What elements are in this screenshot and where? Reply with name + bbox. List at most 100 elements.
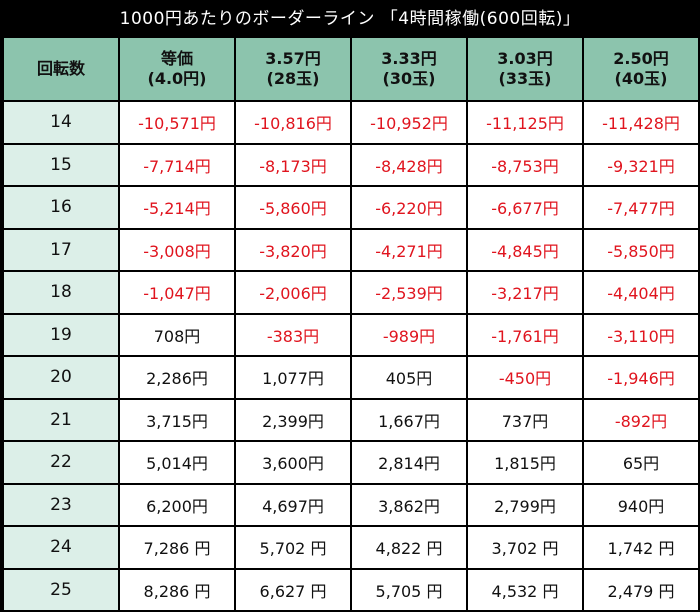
value-cell-rate-4-0: 5,014円: [120, 442, 234, 483]
value-cell-rate-2-50: 65円: [584, 442, 698, 483]
header-rate-4-0: 等価 (4.0円): [120, 38, 234, 100]
value-cell-rate-3-03: 3,702 円: [468, 527, 582, 568]
value-cell-rate-4-0: -1,047円: [120, 272, 234, 313]
value-cell-rate-4-0: -10,571円: [120, 102, 234, 143]
header-rate-3-33: 3.33円 (30玉): [352, 38, 466, 100]
value-cell-rate-4-0: 6,200円: [120, 484, 234, 525]
value-cell-rate-3-03: 2,799円: [468, 484, 582, 525]
value-cell-rate-3-03: 737円: [468, 399, 582, 440]
value-cell-rate-3-57: 2,399円: [236, 399, 350, 440]
header-label: 3.57円: [265, 49, 321, 68]
value-cell-rate-3-57: -5,860円: [236, 187, 350, 228]
value-cell-rate-3-33: -6,220円: [352, 187, 466, 228]
value-cell-rate-3-03: -8,753円: [468, 144, 582, 185]
value-cell-rate-4-0: 3,715円: [120, 399, 234, 440]
value-cell-rate-3-33: 4,822 円: [352, 527, 466, 568]
header-sublabel: (28玉): [266, 69, 320, 88]
header-sublabel: (33玉): [498, 69, 552, 88]
value-cell-rate-3-57: -2,006円: [236, 272, 350, 313]
header-label: 2.50円: [613, 49, 669, 68]
value-cell-rate-3-33: 1,667円: [352, 399, 466, 440]
spins-cell: 16: [4, 187, 118, 228]
table-row: 25 8,286 円 6,627 円 5,705 円 4,532 円 2,479 円: [4, 569, 698, 610]
value-cell-rate-4-0: -3,008円: [120, 229, 234, 270]
value-cell-rate-4-0: 708円: [120, 314, 234, 355]
value-cell-rate-3-57: 6,627 円: [236, 569, 350, 610]
spins-cell: 25: [4, 569, 118, 610]
value-cell-rate-3-33: 3,862円: [352, 484, 466, 525]
header-rate-3-03: 3.03円 (33玉): [468, 38, 582, 100]
value-cell-rate-3-03: -4,845円: [468, 229, 582, 270]
value-cell-rate-3-33: -4,271円: [352, 229, 466, 270]
table-row: 18 -1,047円 -2,006円 -2,539円 -3,217円 -4,404円: [4, 272, 698, 313]
header-sublabel: (40玉): [614, 69, 668, 88]
spins-cell: 17: [4, 229, 118, 270]
value-cell-rate-3-03: -1,761円: [468, 314, 582, 355]
value-cell-rate-3-57: -10,816円: [236, 102, 350, 143]
header-label: 3.03円: [497, 49, 553, 68]
value-cell-rate-2-50: 940円: [584, 484, 698, 525]
value-cell-rate-3-57: -3,820円: [236, 229, 350, 270]
value-cell-rate-2-50: -1,946円: [584, 357, 698, 398]
value-cell-rate-3-57: 5,702 円: [236, 527, 350, 568]
value-cell-rate-2-50: 1,742 円: [584, 527, 698, 568]
header-rate-2-50: 2.50円 (40玉): [584, 38, 698, 100]
spins-cell: 22: [4, 442, 118, 483]
value-cell-rate-3-03: -6,677円: [468, 187, 582, 228]
table-row: 23 6,200円 4,697円 3,862円 2,799円 940円: [4, 484, 698, 525]
table-body: 14 -10,571円 -10,816円 -10,952円 -11,125円 -11,42…: [4, 102, 698, 610]
table-row: 17 -3,008円 -3,820円 -4,271円 -4,845円 -5,850円: [4, 229, 698, 270]
value-cell-rate-3-03: -450円: [468, 357, 582, 398]
spins-cell: 21: [4, 399, 118, 440]
value-cell-rate-3-57: 4,697円: [236, 484, 350, 525]
value-cell-rate-2-50: -5,850円: [584, 229, 698, 270]
value-cell-rate-2-50: -9,321円: [584, 144, 698, 185]
value-cell-rate-3-57: 3,600円: [236, 442, 350, 483]
spins-cell: 14: [4, 102, 118, 143]
value-cell-rate-4-0: -7,714円: [120, 144, 234, 185]
value-cell-rate-3-33: -2,539円: [352, 272, 466, 313]
table-row: 22 5,014円 3,600円 2,814円 1,815円 65円: [4, 442, 698, 483]
value-cell-rate-4-0: 7,286 円: [120, 527, 234, 568]
value-cell-rate-3-33: -10,952円: [352, 102, 466, 143]
table-row: 14 -10,571円 -10,816円 -10,952円 -11,125円 -11,42…: [4, 102, 698, 143]
value-cell-rate-3-57: 1,077円: [236, 357, 350, 398]
header-row: 回転数 等価 (4.0円) 3.57円 (28玉) 3.33円 (30玉) 3.…: [4, 38, 698, 100]
value-cell-rate-3-57: -8,173円: [236, 144, 350, 185]
value-cell-rate-3-03: -3,217円: [468, 272, 582, 313]
spins-cell: 15: [4, 144, 118, 185]
value-cell-rate-2-50: 2,479 円: [584, 569, 698, 610]
spins-cell: 23: [4, 484, 118, 525]
value-cell-rate-3-33: -989円: [352, 314, 466, 355]
header-label: 3.33円: [381, 49, 437, 68]
page-title: 1000円あたりのボーダーライン 「4時間稼働(600回転)」: [119, 9, 581, 29]
table-row: 24 7,286 円 5,702 円 4,822 円 3,702 円 1,742 円: [4, 527, 698, 568]
value-cell-rate-3-33: 405円: [352, 357, 466, 398]
table-row: 21 3,715円 2,399円 1,667円 737円 -892円: [4, 399, 698, 440]
header-label: 回転数: [36, 59, 85, 78]
table-row: 16 -5,214円 -5,860円 -6,220円 -6,677円 -7,477円: [4, 187, 698, 228]
value-cell-rate-2-50: -4,404円: [584, 272, 698, 313]
value-cell-rate-2-50: -3,110円: [584, 314, 698, 355]
header-rate-3-57: 3.57円 (28玉): [236, 38, 350, 100]
value-cell-rate-3-03: -11,125円: [468, 102, 582, 143]
value-cell-rate-3-33: 5,705 円: [352, 569, 466, 610]
value-cell-rate-3-03: 1,815円: [468, 442, 582, 483]
table-row: 19 708円 -383円 -989円 -1,761円 -3,110円: [4, 314, 698, 355]
value-cell-rate-3-33: -8,428円: [352, 144, 466, 185]
border-line-table: 回転数 等価 (4.0円) 3.57円 (28玉) 3.33円 (30玉) 3.…: [2, 36, 700, 612]
value-cell-rate-4-0: 2,286円: [120, 357, 234, 398]
table-row: 20 2,286円 1,077円 405円 -450円 -1,946円: [4, 357, 698, 398]
header-sublabel: (30玉): [382, 69, 436, 88]
value-cell-rate-2-50: -7,477円: [584, 187, 698, 228]
spins-cell: 24: [4, 527, 118, 568]
spins-cell: 18: [4, 272, 118, 313]
header-label: 等価: [160, 49, 193, 68]
spins-cell: 20: [4, 357, 118, 398]
spins-cell: 19: [4, 314, 118, 355]
value-cell-rate-4-0: 8,286 円: [120, 569, 234, 610]
value-cell-rate-2-50: -11,428円: [584, 102, 698, 143]
table-row: 15 -7,714円 -8,173円 -8,428円 -8,753円 -9,321円: [4, 144, 698, 185]
header-sublabel: (4.0円): [147, 69, 207, 88]
header-spins: 回転数: [4, 38, 118, 100]
